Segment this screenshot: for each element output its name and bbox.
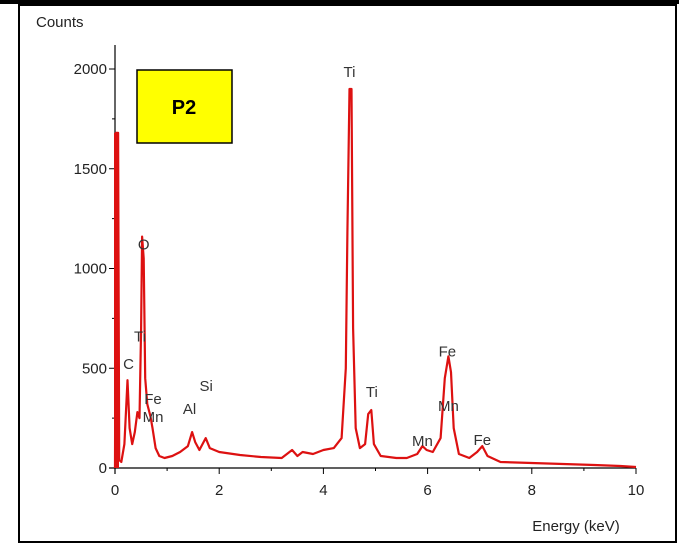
- peak-label: Ti: [134, 328, 146, 345]
- x-tick-label: 6: [423, 482, 431, 499]
- x-axis-label: Energy (keV): [532, 518, 620, 535]
- y-tick-label: 0: [99, 460, 107, 477]
- sample-label: P2: [172, 97, 196, 119]
- x-tick-label: 8: [528, 482, 536, 499]
- y-axis-label: Counts: [36, 14, 84, 31]
- peak-label: Fe: [439, 343, 457, 360]
- y-tick-label: 1500: [74, 161, 107, 178]
- x-tick-label: 2: [215, 482, 223, 499]
- peak-label: Al: [183, 401, 196, 418]
- peak-label: Si: [200, 378, 213, 395]
- peak-label: Mn: [412, 433, 433, 450]
- x-tick-label: 10: [628, 482, 645, 499]
- sample-label-background: [136, 69, 233, 144]
- peak-label: Mn: [143, 409, 164, 426]
- peak-label: Ti: [366, 384, 378, 401]
- peak-label: O: [138, 237, 150, 254]
- sample-label-box: P2: [136, 69, 233, 144]
- x-tick-label: 4: [319, 482, 327, 499]
- peak-label: Ti: [343, 64, 355, 81]
- peak-label: C: [123, 356, 134, 373]
- zero-energy-peak-bar: [114, 132, 119, 468]
- y-tick-label: 1000: [74, 261, 107, 278]
- y-tick-label: 2000: [74, 61, 107, 78]
- peak-label: Mn: [438, 398, 459, 415]
- y-tick-label: 500: [82, 360, 107, 377]
- spectrum-series: [113, 87, 637, 469]
- peak-label: Fe: [144, 391, 162, 408]
- peak-label: Fe: [474, 432, 492, 449]
- x-tick-label: 0: [111, 482, 119, 499]
- top-border: [0, 0, 679, 4]
- spectrum-line: [113, 87, 637, 469]
